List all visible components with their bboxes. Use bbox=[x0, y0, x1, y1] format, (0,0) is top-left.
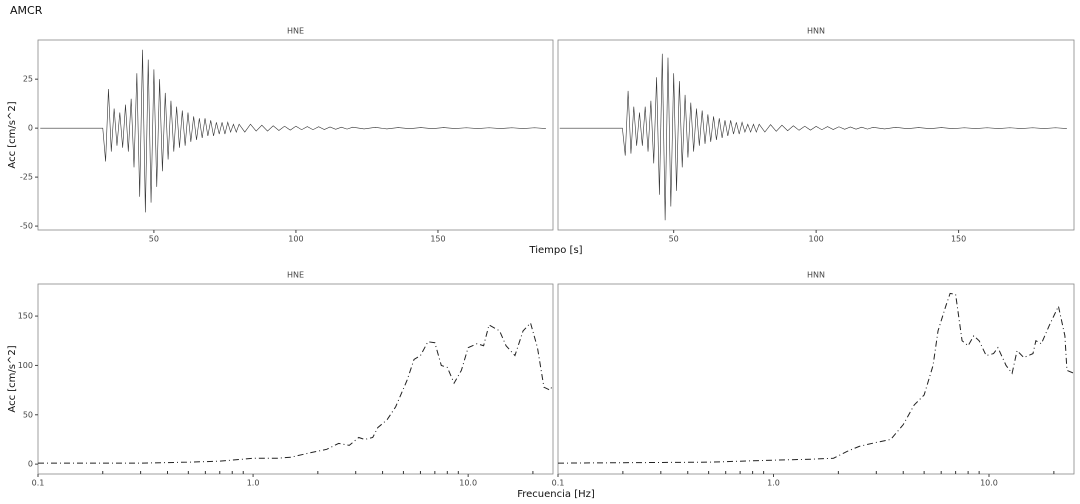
x-axis-label: Frecuencia [Hz] bbox=[517, 489, 595, 500]
y-axis-label: Acc [cm/s^2] bbox=[7, 345, 18, 412]
x-tick-label: 100 bbox=[288, 235, 303, 244]
y-tick-label: -25 bbox=[20, 173, 33, 182]
y-tick-label: 0 bbox=[28, 124, 33, 133]
panel-title: HNE bbox=[287, 271, 304, 280]
x-tick-label: 100 bbox=[809, 235, 824, 244]
x-tick-label: 0.1 bbox=[552, 479, 565, 488]
panel-border bbox=[557, 283, 1075, 475]
y-tick-label: 100 bbox=[18, 361, 33, 370]
x-tick-label: 1.0 bbox=[247, 479, 260, 488]
panel-title: HNE bbox=[287, 27, 304, 36]
data-line bbox=[557, 292, 1075, 464]
x-tick-label: 150 bbox=[430, 235, 445, 244]
x-tick-label: 10.0 bbox=[459, 479, 477, 488]
data-line bbox=[559, 53, 1067, 221]
y-tick-label: 0 bbox=[28, 460, 33, 469]
panel-border bbox=[37, 39, 554, 231]
y-tick-label: 50 bbox=[23, 410, 33, 419]
x-tick-label: 50 bbox=[149, 235, 159, 244]
figure-title: AMCR bbox=[10, 4, 43, 17]
panel-border bbox=[37, 283, 554, 475]
x-tick-label: 0.1 bbox=[32, 479, 45, 488]
x-tick-label: 1.0 bbox=[767, 479, 780, 488]
x-axis-label: Tiempo [s] bbox=[528, 245, 582, 256]
x-tick-label: 50 bbox=[669, 235, 679, 244]
data-line bbox=[40, 49, 546, 213]
data-line bbox=[38, 322, 554, 464]
x-tick-label: 150 bbox=[951, 235, 966, 244]
panel-border bbox=[557, 39, 1075, 231]
panel-title: HNN bbox=[807, 271, 825, 280]
y-axis-label: Acc [cm/s^2] bbox=[7, 101, 18, 168]
x-tick-label: 10.0 bbox=[980, 479, 998, 488]
y-tick-label: -50 bbox=[20, 222, 33, 231]
y-tick-label: 25 bbox=[23, 75, 33, 84]
y-tick-label: 150 bbox=[18, 312, 33, 321]
panel-title: HNN bbox=[807, 27, 825, 36]
